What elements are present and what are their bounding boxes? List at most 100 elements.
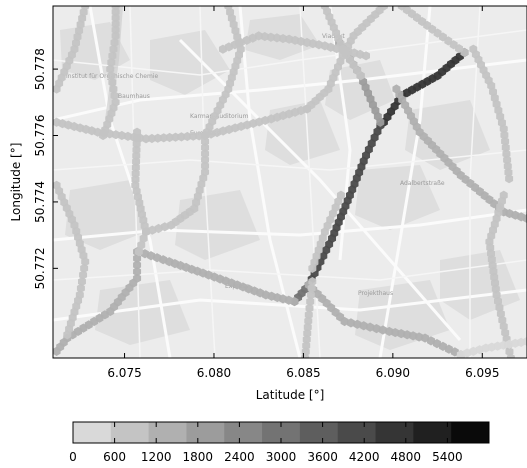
- track-hexagon: [131, 163, 140, 173]
- track-hexagon: [308, 277, 317, 287]
- track-hexagon: [303, 328, 312, 338]
- track-hexagon: [79, 270, 88, 280]
- track-hexagon: [502, 149, 511, 159]
- track-hexagon: [132, 139, 141, 149]
- colorbar-tick-label: 1200: [141, 450, 172, 464]
- track-hexagon: [362, 51, 370, 61]
- track-hexagon: [279, 33, 288, 44]
- colorbar-segment: [186, 422, 225, 443]
- track-hexagon: [320, 6, 329, 11]
- track-hexagon: [111, 130, 120, 140]
- map-label: Projekthaus: [358, 290, 393, 297]
- track-hexagon: [266, 32, 275, 42]
- track-hexagons: [53, 6, 527, 358]
- track-hexagon: [475, 345, 484, 355]
- map-label: Viadukt: [322, 33, 345, 40]
- x-tick-label: 6.080: [197, 366, 231, 380]
- colorbar-tick-label: 600: [103, 450, 126, 464]
- track-hexagon: [201, 137, 210, 147]
- track-hexagon: [107, 71, 116, 81]
- x-axis-title: Latitude [°]: [256, 388, 325, 402]
- track-hexagon: [148, 225, 157, 235]
- track-hexagon: [378, 325, 387, 335]
- track-hexagon: [305, 303, 314, 313]
- map-label: Adalbertstraße: [400, 180, 445, 187]
- track-hexagon: [132, 145, 141, 155]
- map-label: Karman-Auditorium: [190, 113, 249, 120]
- colorbar-segment: [337, 422, 377, 443]
- track-hexagon: [505, 174, 514, 184]
- track-hexagon: [81, 257, 90, 267]
- track-hexagon: [80, 263, 89, 273]
- y-tick-label: 50.774: [33, 181, 47, 223]
- colorbar-tick-label: 4200: [349, 450, 380, 464]
- track-hexagon: [77, 277, 86, 287]
- track-hexagon: [503, 161, 512, 171]
- x-tick-label: 6.090: [376, 366, 410, 380]
- track-hexagon: [110, 91, 119, 101]
- track-hexagon: [167, 220, 176, 230]
- track-hexagon: [366, 322, 375, 332]
- track-hexagon: [213, 127, 222, 138]
- track-hexagon: [501, 136, 510, 146]
- track-hexagon: [376, 117, 385, 127]
- track-hexagon: [109, 44, 118, 54]
- track-hexagon: [133, 267, 142, 277]
- track-hexagon: [99, 130, 108, 141]
- track-hexagon: [132, 133, 141, 143]
- track-hexagon: [359, 321, 368, 331]
- track-hexagon: [346, 318, 355, 328]
- track-hexagon: [109, 84, 118, 94]
- track-hexagon: [224, 6, 233, 11]
- track-hexagon: [131, 174, 140, 185]
- track-hexagon: [307, 283, 316, 293]
- track-hexagon: [108, 51, 117, 61]
- track-hexagon: [260, 31, 269, 42]
- track-hexagon: [159, 255, 168, 265]
- x-tick-label: 6.075: [107, 366, 141, 380]
- track-hexagon: [506, 353, 515, 358]
- y-tick-label: 50.772: [33, 247, 47, 289]
- track-hexagon: [353, 319, 362, 329]
- track-hexagon: [219, 126, 228, 136]
- track-hexagon: [255, 117, 264, 127]
- plot-frame: [52, 5, 527, 359]
- track-hexagon: [231, 123, 240, 133]
- track-hexagon: [81, 6, 90, 11]
- track-hexagon: [111, 13, 120, 23]
- track-hexagon: [254, 31, 263, 41]
- colorbar-tick-label: 1800: [183, 450, 214, 464]
- track-hexagon: [237, 121, 246, 132]
- colorbar-segment: [73, 422, 112, 443]
- track-hexagon: [111, 7, 120, 17]
- track-hexagon: [201, 143, 210, 153]
- track-hexagon: [108, 77, 117, 87]
- track-hexagon: [123, 131, 132, 141]
- x-tick-label: 6.095: [465, 366, 499, 380]
- track-hexagon: [302, 334, 311, 345]
- track-hexagon: [134, 247, 143, 257]
- y-tick-label: 50.776: [33, 115, 47, 157]
- track-hexagon: [463, 348, 472, 358]
- track-hexagon: [261, 115, 270, 126]
- track-hexagon: [147, 251, 155, 261]
- colorbar-segment: [413, 422, 452, 443]
- track-hexagon: [503, 155, 512, 165]
- track-hexagon: [132, 151, 141, 161]
- colorbar-segment: [451, 422, 490, 443]
- track-hexagon: [456, 350, 465, 358]
- track-hexagon: [154, 223, 163, 234]
- track-hexagon: [500, 130, 509, 140]
- track-hexagon: [133, 260, 142, 270]
- track-hexagon: [249, 118, 258, 129]
- track-hexagon: [523, 336, 527, 346]
- y-tick-label: 50.778: [33, 48, 47, 90]
- track-hexagon: [372, 323, 381, 334]
- track-hexagon: [523, 213, 527, 224]
- track-hexagon: [499, 124, 508, 134]
- track-hexagon: [201, 149, 210, 159]
- track-hexagon: [304, 316, 313, 326]
- track-hexagon: [111, 19, 120, 29]
- track-hexagon: [117, 130, 126, 141]
